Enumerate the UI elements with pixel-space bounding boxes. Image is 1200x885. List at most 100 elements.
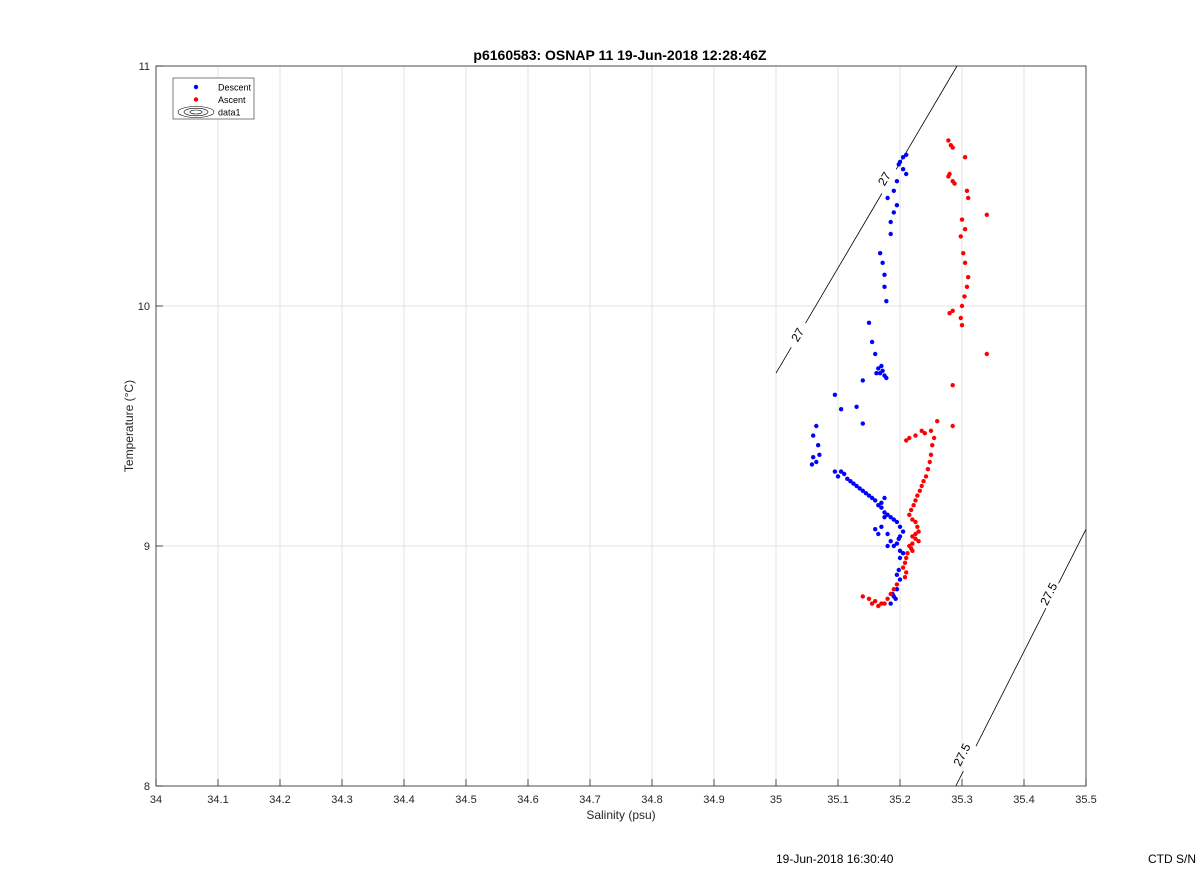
data-point-ascent	[952, 181, 957, 186]
footer-ctd-label: CTD S/N	[1148, 852, 1196, 866]
data-point-descent	[854, 404, 859, 409]
data-point-descent	[900, 529, 906, 534]
data-point-ascent	[910, 517, 915, 522]
data-point-ascent	[915, 524, 920, 529]
x-axis-label: Salinity (psu)	[586, 808, 655, 822]
data-point-ascent	[904, 438, 909, 443]
series-descent	[809, 152, 909, 606]
chart-title: p6160583: OSNAP 11 19-Jun-2018 12:28:46Z	[473, 47, 767, 63]
contour-line-27.5	[955, 770, 964, 787]
x-tick-label: 35.3	[951, 794, 972, 806]
contour-line-27	[775, 347, 792, 374]
legend: Descent Ascent data1	[172, 77, 255, 120]
data-point-descent	[857, 486, 862, 491]
data-point-descent	[897, 524, 903, 529]
data-point-descent	[877, 251, 883, 256]
data-point-ascent	[917, 488, 923, 493]
legend-label: data1	[218, 108, 241, 118]
data-point-ascent	[913, 498, 918, 503]
legend-contour-icon	[177, 106, 215, 118]
data-point-descent	[888, 231, 893, 237]
x-tick-label: 34.4	[393, 794, 414, 806]
data-point-ascent	[879, 601, 884, 606]
data-point-ascent	[885, 596, 890, 601]
contour-label: 27	[875, 169, 894, 188]
data-point-ascent	[958, 234, 963, 239]
x-tick-label: 34.8	[641, 794, 662, 806]
data-point-ascent	[950, 145, 955, 150]
data-point-ascent	[962, 260, 968, 265]
data-point-ascent	[946, 138, 951, 143]
data-point-descent	[896, 162, 901, 167]
data-point-descent	[896, 536, 901, 541]
data-point-descent	[873, 498, 878, 503]
data-point-ascent	[958, 315, 963, 321]
data-point-ascent	[902, 560, 908, 565]
x-tick-label: 35.5	[1075, 794, 1096, 806]
data-point-descent	[894, 587, 900, 592]
data-point-descent	[838, 407, 844, 412]
legend-contour-ring	[189, 109, 203, 115]
data-point-descent	[809, 462, 815, 467]
y-tick-label: 10	[138, 301, 150, 313]
data-point-ascent	[930, 443, 935, 448]
data-point-ascent	[921, 479, 926, 484]
data-point-ascent	[961, 251, 966, 256]
data-point-ascent	[928, 452, 934, 457]
data-point-ascent	[894, 582, 900, 587]
data-point-ascent	[927, 459, 932, 465]
data-point-ascent	[905, 551, 910, 556]
legend-contour-ring	[183, 107, 209, 117]
data-point-descent	[882, 510, 887, 515]
data-point-descent	[869, 495, 875, 501]
data-point-descent	[879, 363, 884, 369]
data-point-ascent	[913, 536, 918, 541]
data-point-descent	[869, 339, 875, 345]
plot-frame	[155, 65, 1087, 787]
data-point-ascent	[916, 529, 921, 534]
data-point-descent	[891, 517, 896, 522]
data-point-descent	[885, 543, 890, 549]
data-point-ascent	[964, 188, 970, 193]
data-point-descent	[888, 219, 893, 225]
x-axis-ticks: 34 34.1 34.2 34.3 34.4 34.5 34.6 34.7 34.8 34.9 35…	[150, 779, 1097, 806]
data-point-ascent	[950, 308, 955, 313]
data-point-ascent	[946, 174, 951, 179]
data-point-ascent	[925, 467, 931, 472]
contour-line-27	[895, 65, 958, 170]
data-point-descent	[896, 567, 901, 573]
x-tick-label: 34	[150, 794, 162, 806]
contour-label: 27	[788, 325, 807, 344]
data-point-ascent	[888, 591, 893, 597]
data-point-descent	[904, 152, 909, 157]
data-point-ascent	[923, 474, 929, 479]
x-tick-label: 34.5	[455, 794, 476, 806]
data-point-ascent	[966, 195, 971, 201]
data-point-descent	[860, 378, 865, 383]
data-point-descent	[842, 471, 847, 477]
data-point-ascent	[935, 419, 940, 424]
data-point-descent	[880, 260, 885, 265]
data-point-descent	[845, 476, 850, 481]
data-point-ascent	[913, 433, 918, 438]
data-point-descent	[815, 443, 821, 448]
data-point-ascent	[910, 548, 915, 553]
data-point-descent	[894, 179, 900, 184]
data-point-descent	[900, 551, 906, 556]
data-point-ascent	[866, 596, 872, 601]
data-point-descent	[894, 572, 900, 577]
y-axis-ticks: 8 9 10 11	[138, 61, 163, 793]
data-point-ascent	[947, 311, 952, 316]
data-point-ascent	[911, 503, 916, 508]
x-tick-label: 35.2	[889, 794, 910, 806]
data-point-ascent	[928, 428, 934, 433]
data-point-descent	[814, 459, 819, 465]
data-point-descent	[873, 351, 878, 357]
x-tick-label: 35.4	[1013, 794, 1034, 806]
legend-box	[172, 77, 255, 120]
data-point-ascent	[891, 587, 896, 592]
contour-line-27	[805, 193, 883, 324]
y-axis-label: Temperature (°C)	[122, 380, 136, 472]
data-point-descent	[888, 601, 893, 606]
data-point-descent	[832, 469, 838, 474]
